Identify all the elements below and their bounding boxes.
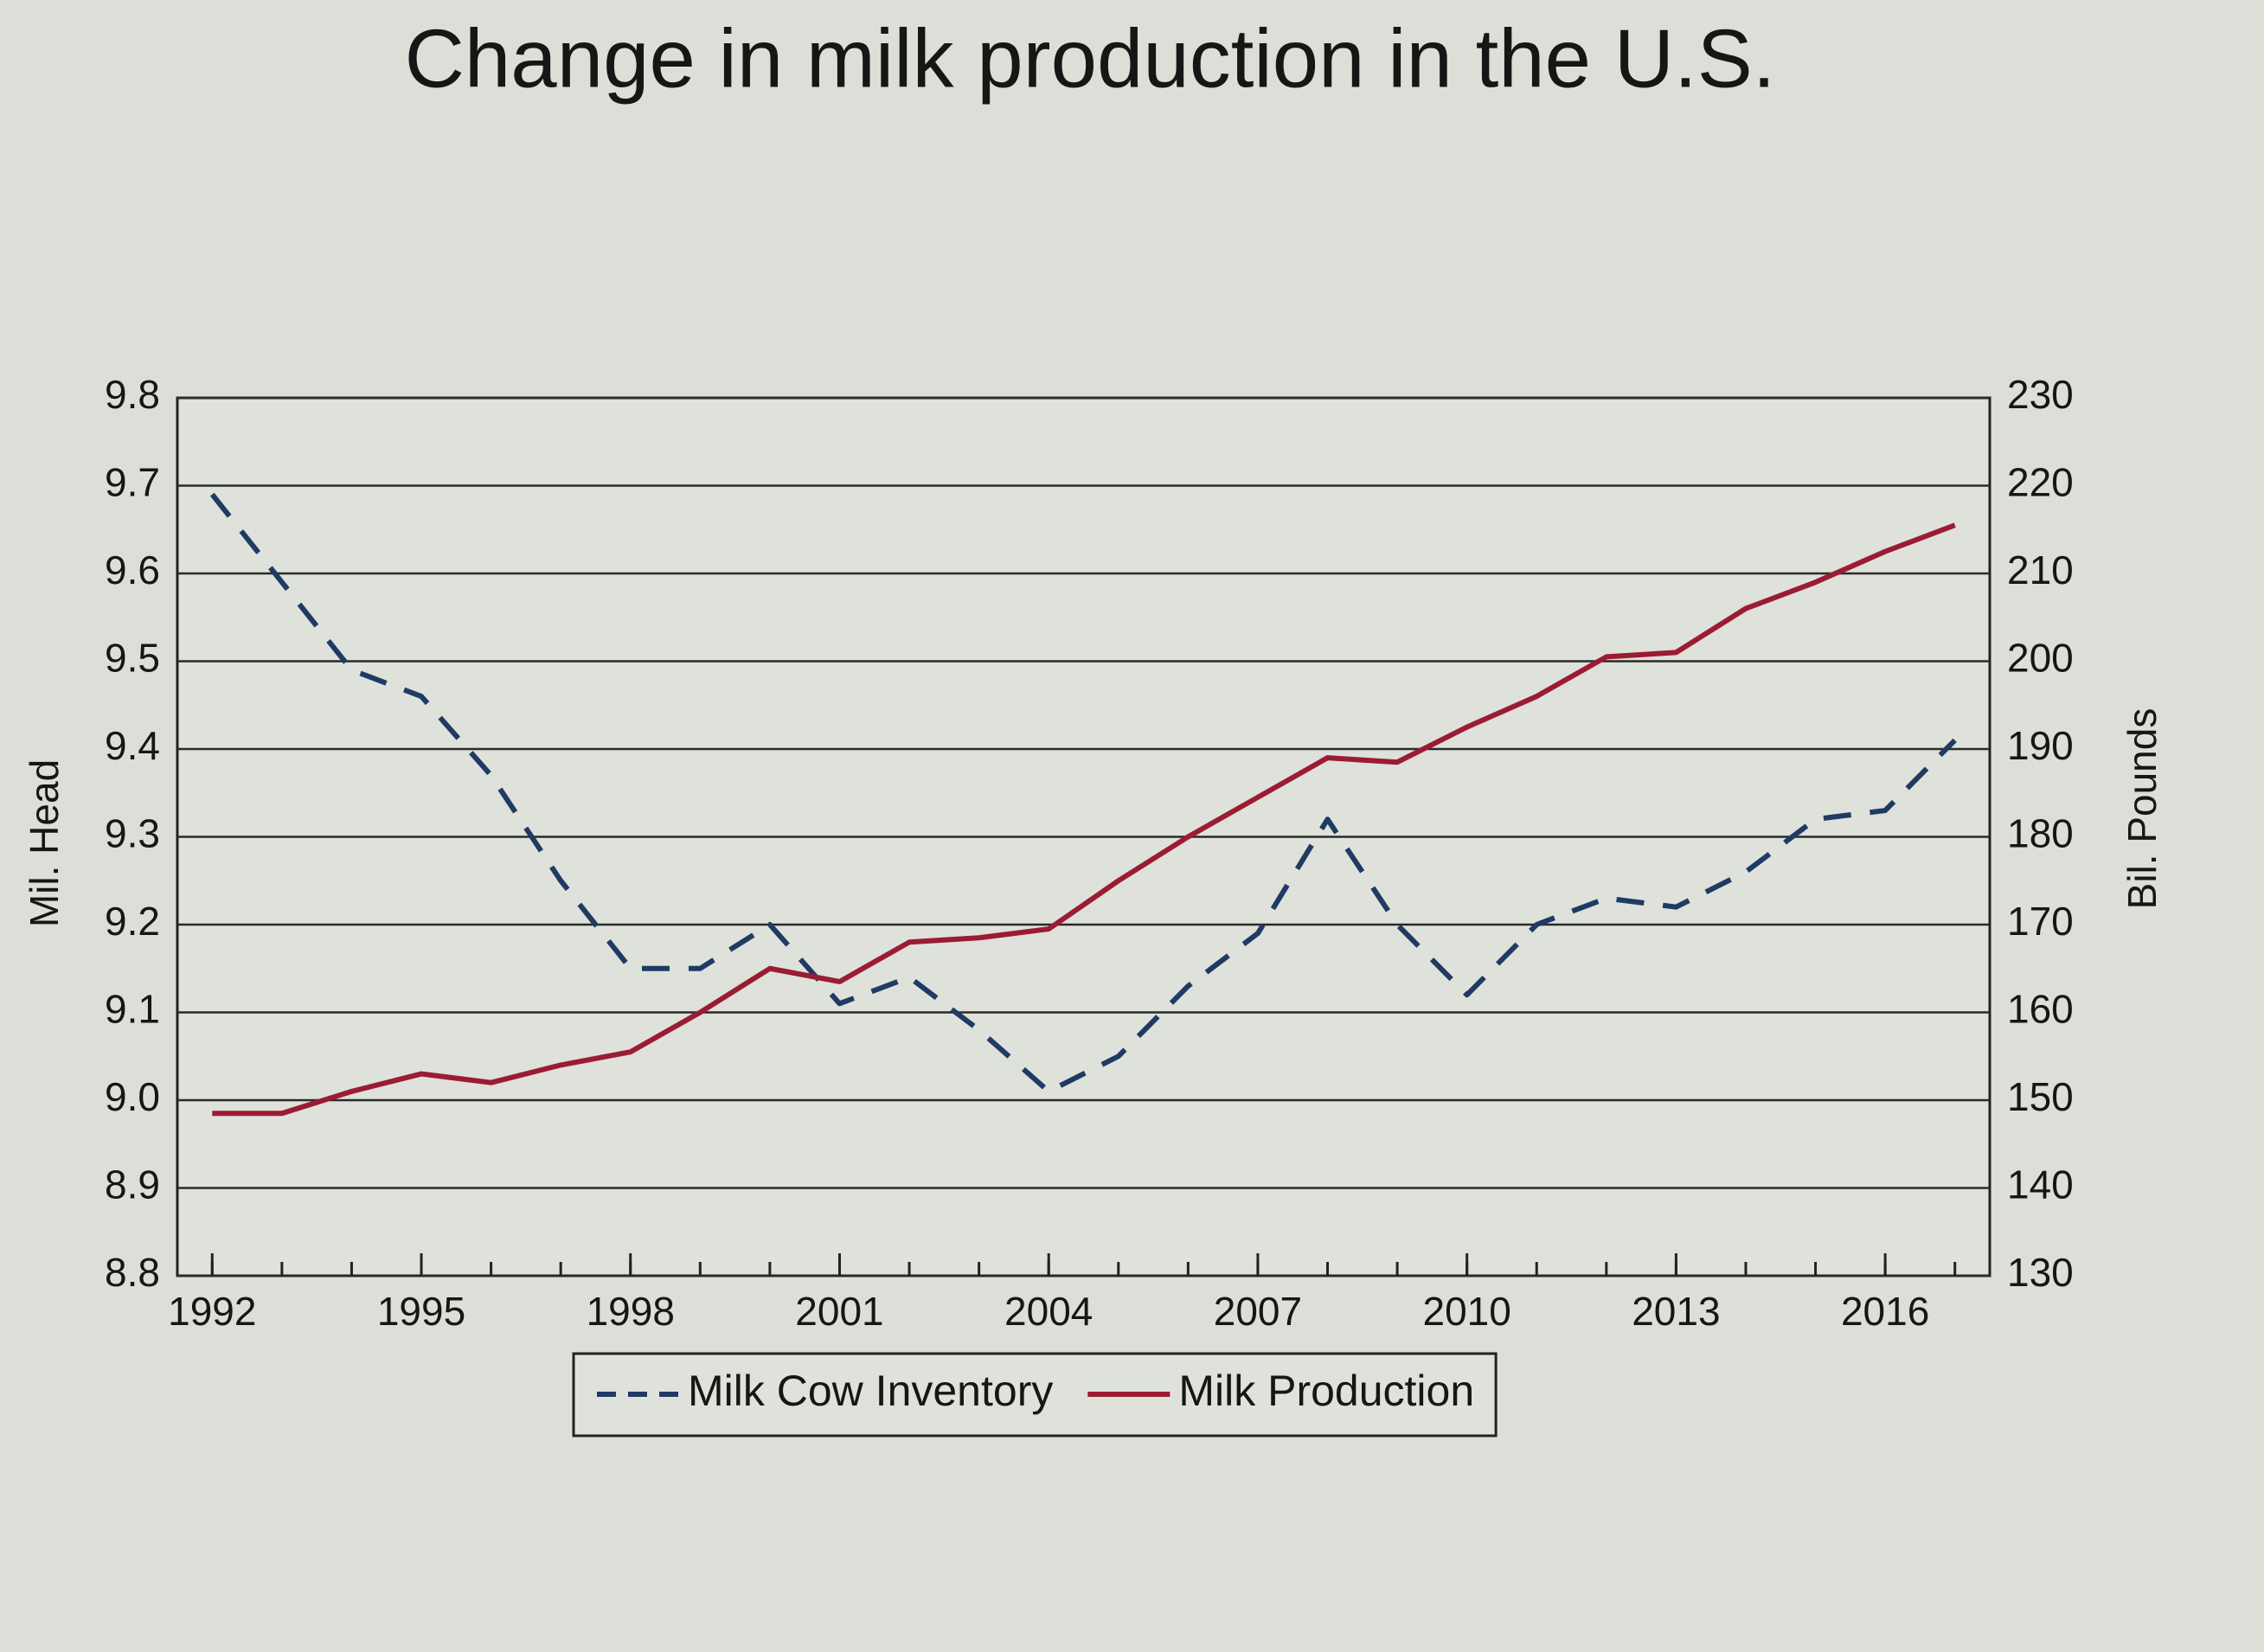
y-tick-label: 9.0 — [105, 1074, 160, 1119]
y2-tick-label: 180 — [2007, 811, 2074, 856]
x-tick-label: 2016 — [1841, 1289, 1929, 1334]
y-tick-label: 9.3 — [105, 811, 160, 856]
legend-box — [572, 1352, 1498, 1437]
y2-tick-label: 150 — [2007, 1074, 2074, 1119]
y-tick-label: 9.6 — [105, 547, 160, 592]
y-tick-label: 9.8 — [105, 372, 160, 417]
y2-tick-label: 200 — [2007, 636, 2074, 681]
y-tick-label: 8.9 — [105, 1162, 160, 1207]
x-tick-label: 2010 — [1423, 1289, 1511, 1334]
x-tick-label: 1998 — [587, 1289, 675, 1334]
y2-axis-label: Bil. Pounds — [2120, 708, 2165, 910]
chart-title: Change in milk production in the U.S. — [405, 12, 1776, 105]
x-tick-label: 2001 — [795, 1289, 883, 1334]
legend-label: Milk Cow Inventory — [688, 1367, 1053, 1415]
y-tick-label: 9.4 — [105, 723, 160, 768]
y-tick-label: 8.8 — [105, 1250, 160, 1295]
y2-tick-label: 170 — [2007, 899, 2074, 944]
y2-tick-label: 220 — [2007, 460, 2074, 505]
legend-label: Milk Production — [1178, 1367, 1474, 1415]
y-tick-label: 9.7 — [105, 460, 160, 505]
y-axis-label: Mil. Head — [22, 759, 67, 927]
y2-tick-label: 190 — [2007, 723, 2074, 768]
x-tick-label: 2004 — [1004, 1289, 1093, 1334]
series-line — [209, 492, 1957, 1094]
y2-tick-label: 140 — [2007, 1162, 2074, 1207]
y-tick-label: 9.5 — [105, 636, 160, 681]
y2-tick-label: 230 — [2007, 372, 2074, 417]
x-tick-label: 1992 — [168, 1289, 256, 1334]
series-line — [212, 522, 1956, 1117]
y-tick-label: 9.1 — [105, 987, 160, 1032]
y2-tick-label: 160 — [2007, 987, 2074, 1032]
y2-tick-label: 210 — [2007, 547, 2074, 592]
x-tick-label: 2007 — [1214, 1289, 1302, 1334]
y2-tick-label: 130 — [2007, 1250, 2074, 1295]
x-tick-label: 1995 — [377, 1289, 465, 1334]
y-tick-label: 9.2 — [105, 899, 160, 944]
x-tick-label: 2013 — [1632, 1289, 1720, 1334]
